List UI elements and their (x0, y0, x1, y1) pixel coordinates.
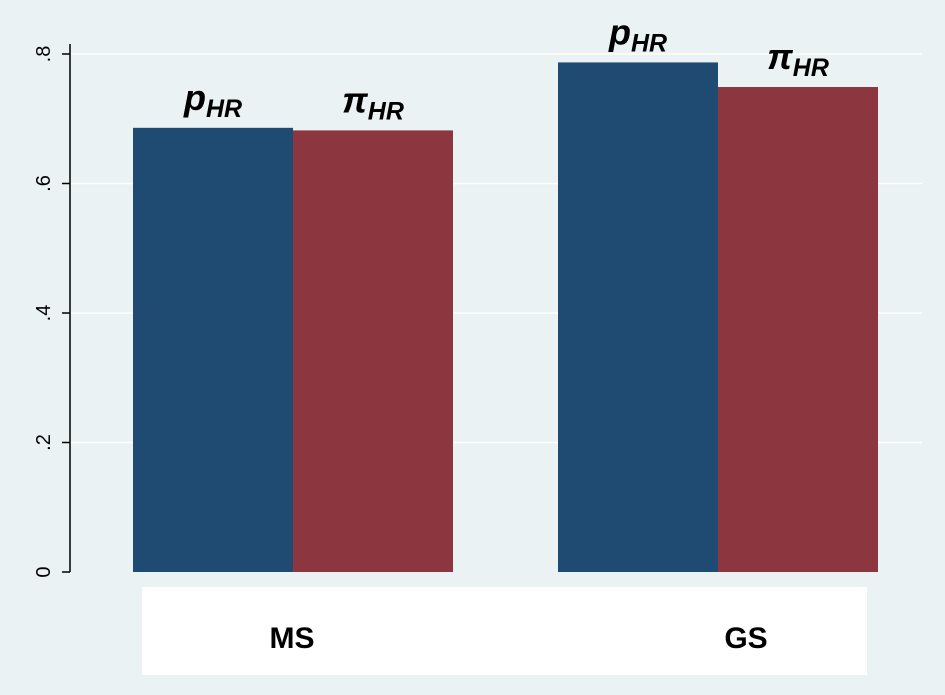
y-tick-label: .4 (33, 305, 55, 322)
y-tick-label: 0 (33, 566, 55, 577)
y-tick-label: .8 (33, 46, 55, 63)
bar-gs-p-hr (558, 62, 718, 572)
bar-ms-pi-hr (293, 130, 453, 572)
bar-value-label: pHR (183, 77, 242, 123)
category-label-box (142, 587, 867, 675)
y-tick-label: .6 (33, 175, 55, 192)
y-tick-label: .2 (33, 434, 55, 451)
category-labels: MS GS (270, 622, 768, 655)
y-axis-ticks: 0 .2 .4 .6 .8 (33, 46, 70, 578)
category-label-gs: GS (724, 622, 767, 655)
bar-value-label: πHR (767, 36, 829, 82)
category-label-ms: MS (270, 622, 315, 655)
bars (133, 62, 878, 573)
bar-gs-pi-hr (718, 87, 878, 573)
bar-value-label: pHR (608, 11, 667, 57)
bar-labels: pHR πHR pHR πHR (183, 11, 829, 125)
bar-value-label: πHR (342, 79, 404, 125)
bar-ms-p-hr (133, 127, 293, 572)
